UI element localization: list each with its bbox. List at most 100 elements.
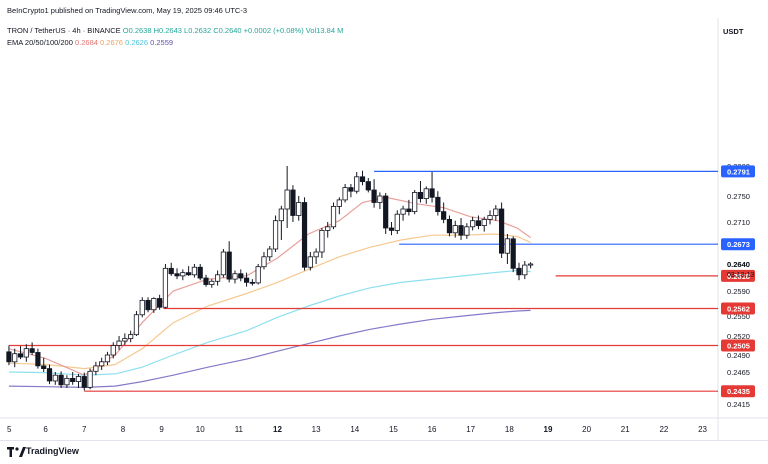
price-label-text: 0.2618 — [727, 272, 750, 281]
candle — [412, 191, 418, 212]
candle — [267, 248, 273, 258]
y-tick-label: 0.2520 — [727, 332, 750, 341]
candle — [52, 374, 58, 382]
candle — [435, 196, 441, 213]
candle — [157, 298, 163, 308]
candle — [99, 361, 105, 367]
candle — [348, 187, 354, 192]
x-tick-label: 7 — [82, 425, 87, 434]
y-tick-label: 0.2465 — [727, 368, 750, 377]
candle — [209, 280, 215, 285]
candle — [284, 189, 290, 210]
x-tick-label: 17 — [466, 425, 475, 434]
candle — [151, 298, 157, 311]
candle — [516, 267, 522, 276]
candle — [116, 340, 122, 346]
ema-label: EMA 20/50/100/200 — [7, 38, 73, 47]
x-tick-label: 21 — [621, 425, 630, 434]
candle — [493, 208, 499, 216]
candle — [93, 365, 99, 372]
candle — [325, 226, 331, 231]
candle — [191, 266, 198, 276]
publish-info: BeInCrypto1 published on TradingView.com… — [7, 6, 247, 15]
candle — [186, 272, 192, 276]
y-tick-label: 0.2490 — [727, 351, 750, 360]
candle — [487, 215, 493, 220]
candle — [261, 256, 267, 268]
footer-brand[interactable]: TradingView — [26, 446, 79, 456]
candle — [139, 299, 145, 316]
candle — [499, 208, 505, 254]
symbol-line: TRON / TetherUS · 4h · BINANCE O0.2638 H… — [7, 26, 343, 35]
candle — [220, 251, 226, 276]
ohlc-values: O0.2638 H0.2643 L0.2632 C0.2640 +0.0002 … — [122, 26, 344, 35]
candle — [458, 225, 464, 236]
candle — [383, 195, 389, 229]
x-tick-label: 15 — [389, 425, 398, 434]
candle — [29, 348, 35, 353]
candle — [406, 208, 412, 212]
x-tick-label: 20 — [582, 425, 591, 434]
candle — [417, 191, 424, 199]
candle — [330, 205, 337, 228]
price-label-badge — [721, 385, 755, 398]
x-tick-label: 8 — [121, 425, 126, 434]
candle — [313, 251, 319, 258]
candle — [23, 348, 29, 358]
price-label-text: 0.2791 — [727, 167, 750, 176]
candle — [58, 374, 64, 386]
footer-bar: TradingView — [0, 440, 768, 464]
candle — [203, 277, 209, 285]
price-label-text: 0.2505 — [727, 342, 750, 351]
candle — [110, 345, 116, 356]
candle — [46, 368, 53, 382]
candle — [174, 273, 180, 277]
quote-currency: USDT — [723, 27, 744, 36]
ema200-line — [8, 309, 531, 389]
candle — [35, 352, 41, 367]
symbol-title: TRON / TetherUS · 4h · BINANCE — [7, 26, 121, 35]
candle — [441, 211, 447, 220]
x-tick-label: 16 — [428, 425, 437, 434]
candle — [81, 376, 87, 388]
ema200-value: 0.2559 — [150, 38, 174, 47]
x-tick-label: 10 — [196, 425, 205, 434]
candle — [272, 220, 279, 250]
candle — [429, 188, 435, 198]
candle — [17, 353, 24, 358]
candle — [104, 354, 111, 363]
candle — [464, 226, 470, 236]
y-tick-label: 0.2550 — [727, 312, 750, 321]
x-tick-label: 5 — [7, 425, 12, 434]
candle — [394, 213, 400, 231]
candle — [307, 256, 313, 268]
candle — [162, 267, 169, 308]
price-label-badge — [721, 302, 755, 315]
candle — [377, 195, 383, 203]
candle — [400, 208, 406, 215]
candle — [446, 218, 453, 234]
current-price-label: 0.2640 — [727, 260, 750, 269]
candle — [278, 208, 284, 222]
candle — [87, 370, 93, 388]
x-tick-label: 19 — [544, 425, 553, 434]
candle — [214, 274, 221, 282]
x-tick-label: 11 — [235, 425, 244, 434]
x-tick-label: 13 — [312, 425, 321, 434]
price-label-badge — [721, 165, 755, 178]
price-label-badge — [721, 339, 755, 352]
x-tick-label: 6 — [43, 425, 48, 434]
candle — [522, 264, 528, 276]
candle — [452, 225, 458, 234]
candle — [12, 353, 18, 363]
candle — [423, 188, 429, 200]
price-label-text: 0.2435 — [727, 387, 750, 396]
y-tick-label: 0.2640 — [727, 260, 750, 269]
ema100-line — [8, 269, 531, 376]
x-tick-label: 18 — [505, 425, 514, 434]
x-tick-label: 14 — [350, 425, 359, 434]
price-label-text: 0.2562 — [727, 305, 750, 314]
candle — [133, 314, 140, 336]
candle — [296, 202, 302, 216]
